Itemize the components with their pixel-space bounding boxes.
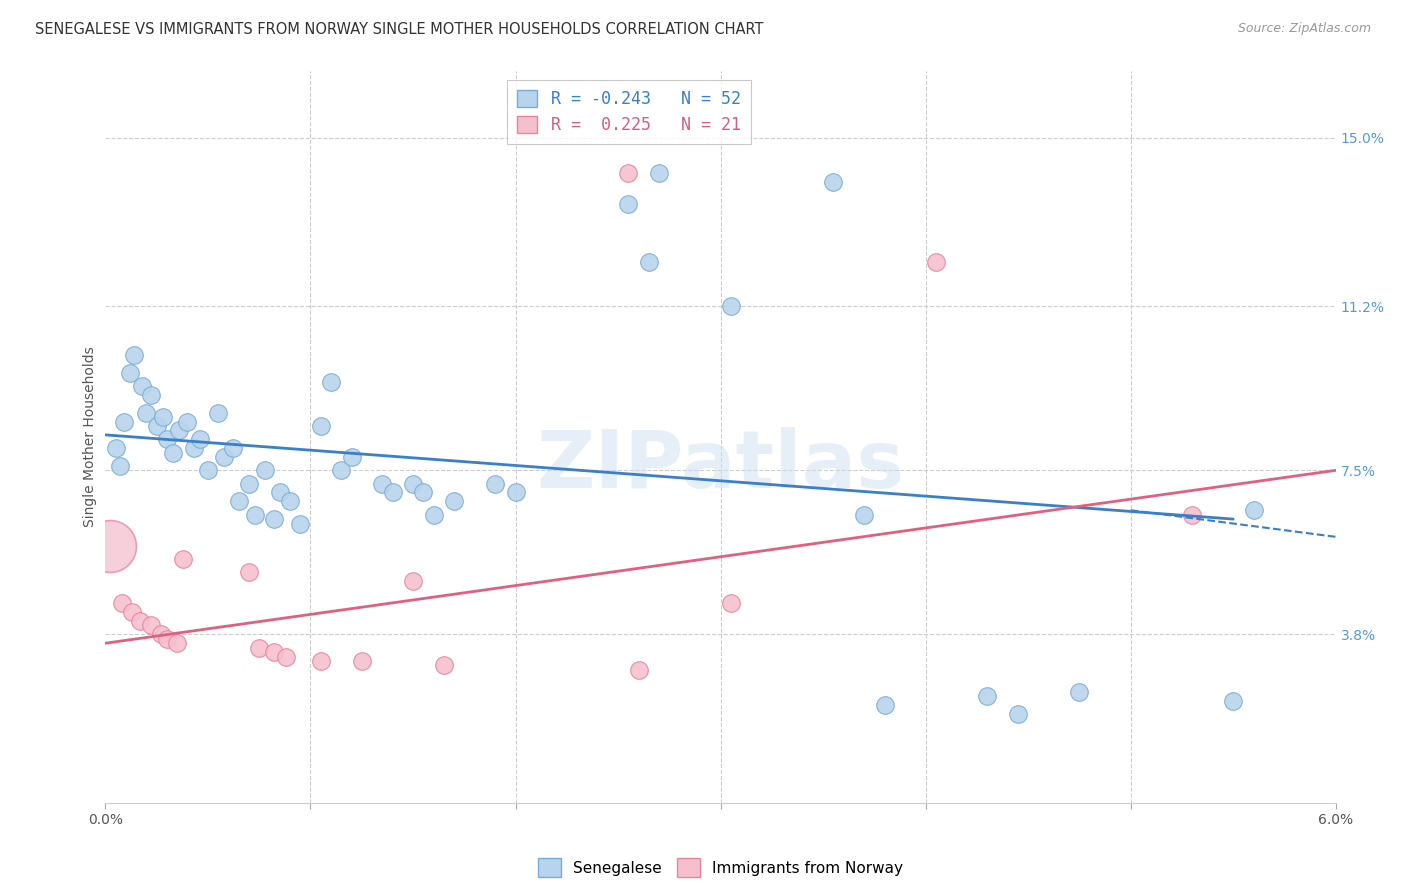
Text: ZIPatlas: ZIPatlas [537, 427, 904, 506]
Point [402, 476, 425, 491]
Point [925, 255, 948, 269]
Point [617, 197, 640, 211]
Y-axis label: Single Mother Households: Single Mother Households [83, 347, 97, 527]
Point [149, 627, 172, 641]
Point [823, 175, 845, 189]
Point [350, 654, 373, 668]
Point [720, 299, 742, 313]
Point [162, 445, 184, 459]
Point [120, 366, 141, 380]
Point [243, 508, 266, 522]
Point [263, 645, 285, 659]
Point [1222, 694, 1244, 708]
Point [330, 463, 353, 477]
Point [135, 406, 157, 420]
Point [1181, 508, 1204, 522]
Point [169, 424, 191, 438]
Point [108, 458, 131, 473]
Point [112, 415, 135, 429]
Point [152, 410, 174, 425]
Point [183, 441, 205, 455]
Point [207, 406, 229, 420]
Point [121, 605, 143, 619]
Point [238, 476, 260, 491]
Text: Source: ZipAtlas.com: Source: ZipAtlas.com [1237, 22, 1371, 36]
Point [274, 649, 297, 664]
Point [1069, 685, 1091, 699]
Point [228, 494, 250, 508]
Point [617, 166, 640, 180]
Point [309, 419, 332, 434]
Point [269, 485, 291, 500]
Point [197, 463, 219, 477]
Point [98, 539, 121, 553]
Point [263, 512, 285, 526]
Point [176, 415, 198, 429]
Point [238, 566, 260, 580]
Point [145, 419, 167, 434]
Point [166, 636, 188, 650]
Point [873, 698, 896, 713]
Point [131, 379, 153, 393]
Point [254, 463, 277, 477]
Point [156, 432, 179, 446]
Point [1243, 503, 1265, 517]
Point [139, 618, 162, 632]
Point [221, 441, 243, 455]
Point [720, 596, 742, 610]
Point [1007, 707, 1029, 722]
Point [340, 450, 363, 464]
Point [247, 640, 270, 655]
Point [443, 494, 465, 508]
Point [976, 690, 998, 704]
Point [129, 614, 152, 628]
Point [637, 255, 659, 269]
Text: SENEGALESE VS IMMIGRANTS FROM NORWAY SINGLE MOTHER HOUSEHOLDS CORRELATION CHART: SENEGALESE VS IMMIGRANTS FROM NORWAY SIN… [35, 22, 763, 37]
Point [371, 476, 394, 491]
Point [214, 450, 236, 464]
Point [104, 441, 127, 455]
Point [627, 663, 650, 677]
Point [433, 658, 456, 673]
Point [484, 476, 506, 491]
Point [853, 508, 876, 522]
Point [172, 552, 194, 566]
Point [309, 654, 332, 668]
Point [139, 388, 162, 402]
Point [111, 596, 134, 610]
Point [648, 166, 671, 180]
Point [319, 375, 342, 389]
Legend: Senegalese, Immigrants from Norway: Senegalese, Immigrants from Norway [531, 852, 910, 883]
Point [278, 494, 301, 508]
Point [381, 485, 404, 500]
Point [290, 516, 312, 531]
Point [412, 485, 434, 500]
Point [505, 485, 527, 500]
Point [156, 632, 179, 646]
Point [122, 348, 145, 362]
Point [402, 574, 425, 589]
Point [422, 508, 444, 522]
Point [188, 432, 211, 446]
